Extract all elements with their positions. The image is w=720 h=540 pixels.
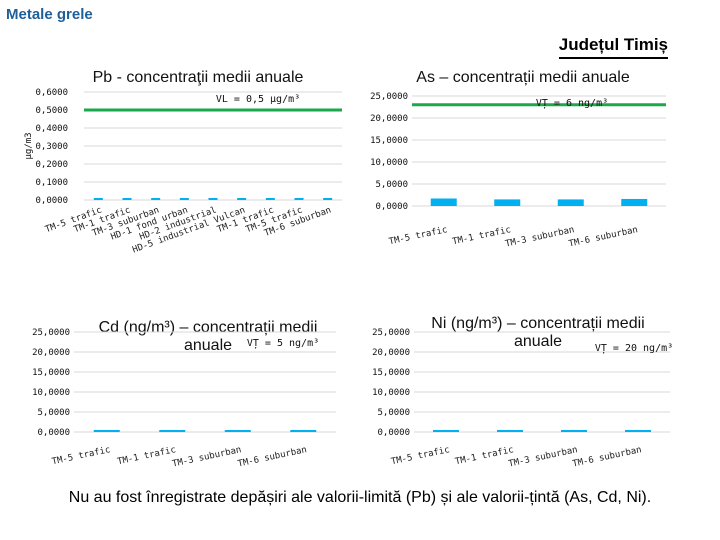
y-tick-label: 5,0000: [37, 408, 70, 418]
limit-label: VȚ = 5 ng/m³: [247, 338, 319, 349]
x-tick-label: TM-6 suburban: [568, 225, 639, 249]
x-tick-label: TM-1 trafic: [451, 225, 511, 247]
y-tick-label: 10,0000: [32, 388, 70, 398]
bar: [93, 430, 120, 432]
bar: [208, 198, 218, 200]
limit-label: VȚ = 20 ng/m³: [595, 343, 673, 354]
bar: [151, 198, 161, 200]
y-tick-label: 0,5000: [35, 106, 68, 116]
x-tick-label: TM-3 suburban: [171, 445, 242, 469]
bar: [224, 430, 251, 432]
x-tick-label: TM-6 suburban: [237, 445, 308, 469]
bar: [290, 430, 317, 432]
chart-title: Pb - concentraţii medii anuale: [93, 69, 304, 86]
y-tick-label: 5,0000: [377, 408, 410, 418]
y-tick-label: 15,0000: [370, 136, 408, 146]
chart-title-line: anuale: [184, 337, 232, 354]
y-tick-label: 0,2000: [35, 160, 68, 170]
bar: [179, 198, 189, 200]
limit-label: VȚ = 6 ng/m³: [536, 98, 608, 109]
y-tick-label: 15,0000: [32, 368, 70, 378]
y-tick-label: 5,0000: [375, 180, 408, 190]
y-tick-label: 10,0000: [372, 388, 410, 398]
bar: [625, 430, 651, 432]
y-tick-label: 10,0000: [370, 158, 408, 168]
bar: [237, 198, 247, 200]
x-tick-label: TM-3 suburban: [504, 225, 575, 249]
limit-label: VL = 0,5 μg/m³: [216, 94, 300, 105]
chart-pb: Pb - concentraţii medii anuale μg/m3 0,000…: [24, 69, 342, 256]
y-tick-label: 25,0000: [32, 328, 70, 338]
bar: [497, 430, 523, 432]
bar: [294, 198, 304, 200]
y-tick-label: 0,3000: [35, 142, 68, 152]
bar: [122, 198, 132, 200]
x-tick-label: TM-5 trafic: [51, 445, 111, 467]
bar: [430, 198, 457, 206]
y-tick-label: 0,0000: [37, 428, 70, 438]
bar: [621, 198, 648, 206]
bar: [561, 430, 587, 432]
bar: [557, 199, 584, 206]
y-tick-label: 20,0000: [370, 114, 408, 124]
chart-title: As – concentrații medii anuale: [416, 69, 630, 86]
y-tick-label: 0,0000: [377, 428, 410, 438]
y-tick-label: 0,1000: [35, 178, 68, 188]
x-tick-label: TM-3 suburban: [508, 445, 579, 469]
y-tick-label: 25,0000: [370, 92, 408, 102]
y-tick-label: 20,0000: [32, 348, 70, 358]
y-tick-label: 0,4000: [35, 124, 68, 134]
footer-note: Nu au fost înregistrate depășiri ale val…: [68, 489, 652, 506]
x-tick-label: TM-6 suburban: [572, 445, 643, 469]
page-title: Metale grele: [6, 6, 93, 23]
bar: [159, 430, 186, 432]
x-tick-label: TM-1 trafic: [116, 445, 176, 467]
region-label: Județul Timiș: [559, 35, 668, 59]
y-tick-label: 20,0000: [372, 348, 410, 358]
bar: [265, 198, 275, 200]
bar: [323, 198, 333, 200]
bar: [494, 199, 521, 206]
x-tick-label: TM-5 trafic: [388, 225, 448, 247]
bar: [93, 198, 103, 200]
y-tick-label: 15,0000: [372, 368, 410, 378]
chart-title-line: anuale: [514, 333, 562, 350]
y-tick-label: 0,0000: [35, 196, 68, 206]
bar: [433, 430, 459, 432]
x-tick-label: TM-1 trafic: [454, 445, 514, 467]
x-tick-label: TM-5 trafic: [390, 445, 450, 467]
chart-as: As – concentrații medii anuale 0,0000 5,00…: [370, 69, 666, 250]
y-tick-label: 0,0000: [375, 202, 408, 212]
y-tick-label: 0,6000: [35, 88, 68, 98]
chart-title-line: Cd (ng/m³) – concentrații medii: [99, 319, 318, 336]
y-axis-label: μg/m3: [24, 132, 34, 159]
chart-title-line: Ni (ng/m³) – concentrații medii: [431, 315, 644, 332]
y-tick-label: 25,0000: [372, 328, 410, 338]
